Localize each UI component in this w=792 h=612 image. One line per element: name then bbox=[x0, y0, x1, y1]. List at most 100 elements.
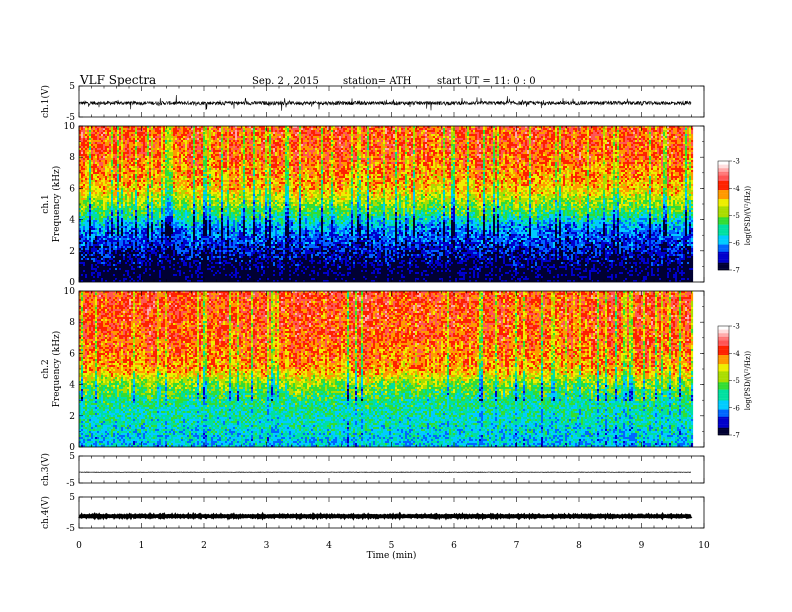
channel-label: ch.2 bbox=[41, 359, 51, 378]
colorbar-step bbox=[718, 188, 729, 190]
colorbar-step bbox=[718, 248, 729, 250]
y-tick-label: -5 bbox=[66, 479, 75, 489]
y-tick-label: 4 bbox=[69, 216, 75, 226]
colorbar-step bbox=[718, 399, 729, 401]
panel-ch4-waveform: 5-5ch.4(V) bbox=[40, 493, 704, 534]
colorbar-step bbox=[718, 176, 729, 178]
colorbar-step bbox=[718, 344, 729, 346]
colorbar-step bbox=[718, 346, 729, 348]
colorbar-step bbox=[718, 361, 729, 363]
colorbar-step bbox=[718, 239, 729, 241]
colorbar-step bbox=[718, 210, 729, 212]
waveform-trace bbox=[79, 516, 691, 517]
colorbar-step bbox=[718, 166, 729, 168]
colorbar-tick-label: -7 bbox=[733, 432, 740, 440]
colorbar-step bbox=[718, 395, 729, 397]
colorbar-step bbox=[718, 190, 729, 192]
colorbar-tick-label: -7 bbox=[733, 267, 740, 275]
spectrogram-cells bbox=[79, 291, 693, 447]
colorbar-step bbox=[718, 172, 729, 174]
colorbar-step bbox=[718, 415, 729, 417]
x-tick-label: 9 bbox=[639, 541, 645, 551]
colorbar-step bbox=[718, 266, 729, 268]
colorbar-step bbox=[718, 331, 729, 333]
colorbar-step bbox=[718, 410, 729, 412]
colorbar-tick-label: -6 bbox=[733, 404, 740, 412]
colorbar-step bbox=[718, 341, 729, 343]
colorbar-step bbox=[718, 217, 729, 219]
colorbar-step bbox=[718, 161, 729, 163]
colorbar-step bbox=[718, 235, 729, 237]
colorbar-step bbox=[718, 366, 729, 368]
waveform-trace bbox=[79, 95, 691, 111]
colorbar-step bbox=[718, 197, 729, 199]
colorbar-tick-label: -6 bbox=[733, 239, 740, 247]
colorbar-step bbox=[718, 212, 729, 214]
colorbar-step bbox=[718, 390, 729, 392]
colorbar-step bbox=[718, 370, 729, 372]
colorbar-step bbox=[718, 243, 729, 245]
colorbar-label: log(PSD/(V²/Hz)) bbox=[744, 351, 752, 411]
x-tick-label: 6 bbox=[451, 541, 457, 551]
colorbar-step bbox=[718, 426, 729, 428]
colorbar-step bbox=[718, 259, 729, 261]
colorbar-step bbox=[718, 230, 729, 232]
colorbar-step bbox=[718, 382, 729, 384]
colorbar-step bbox=[718, 261, 729, 263]
colorbar-step bbox=[718, 422, 729, 424]
y-tick-label: 6 bbox=[69, 184, 75, 194]
colorbar-step bbox=[718, 400, 729, 402]
colorbar-step bbox=[718, 404, 729, 406]
colorbar-step bbox=[718, 183, 729, 185]
colorbar-step bbox=[718, 205, 729, 207]
x-tick-label: 4 bbox=[326, 541, 332, 551]
colorbar-step bbox=[718, 375, 729, 377]
colorbar-step bbox=[718, 219, 729, 221]
colorbar-step bbox=[718, 330, 729, 332]
colorbar-step bbox=[718, 199, 729, 201]
colorbar-step bbox=[718, 254, 729, 256]
header-date: Sep. 2 , 2015 bbox=[252, 76, 319, 87]
colorbar-step bbox=[718, 388, 729, 390]
colorbar-step bbox=[718, 413, 729, 415]
x-tick-label: 2 bbox=[201, 541, 207, 551]
colorbar-step bbox=[718, 351, 729, 353]
colorbar-step bbox=[718, 255, 729, 257]
x-tick-label: 3 bbox=[264, 541, 270, 551]
colorbar-step bbox=[718, 371, 729, 373]
colorbar-step bbox=[718, 381, 729, 383]
colorbar-step bbox=[718, 186, 729, 188]
y-tick-label: 8 bbox=[69, 318, 75, 328]
colorbar-step bbox=[718, 237, 729, 239]
colorbar-step bbox=[718, 257, 729, 259]
colorbar-step bbox=[718, 241, 729, 243]
colorbar-step bbox=[718, 397, 729, 399]
y-tick-label: 5 bbox=[69, 82, 75, 92]
y-tick-label: 2 bbox=[69, 412, 75, 422]
header-start-ut: start UT = 11: 0 : 0 bbox=[437, 76, 536, 87]
colorbar-step bbox=[718, 192, 729, 194]
colorbar-step bbox=[718, 170, 729, 172]
colorbar-step bbox=[718, 225, 729, 227]
colorbar-step bbox=[718, 228, 729, 230]
colorbar-step bbox=[718, 386, 729, 388]
colorbar-step bbox=[718, 428, 729, 430]
y-tick-label: 6 bbox=[69, 349, 75, 359]
colorbar-step bbox=[718, 232, 729, 234]
y-tick-label: 4 bbox=[69, 381, 75, 391]
colorbar-step bbox=[718, 234, 729, 236]
colorbar-tick-label: -3 bbox=[733, 323, 740, 331]
y-tick-label: 8 bbox=[69, 153, 75, 163]
colorbar-step bbox=[718, 391, 729, 393]
colorbar-step bbox=[718, 431, 729, 433]
colorbar-tick-label: -5 bbox=[733, 212, 740, 220]
y-tick-label: 10 bbox=[64, 287, 76, 297]
x-tick-label: 0 bbox=[76, 541, 82, 551]
y-axis-label: ch.4(V) bbox=[40, 496, 51, 529]
panel-ch1-waveform: 5-5ch.1(V) bbox=[40, 82, 704, 123]
colorbar-step bbox=[718, 364, 729, 366]
colorbar-step bbox=[718, 223, 729, 225]
